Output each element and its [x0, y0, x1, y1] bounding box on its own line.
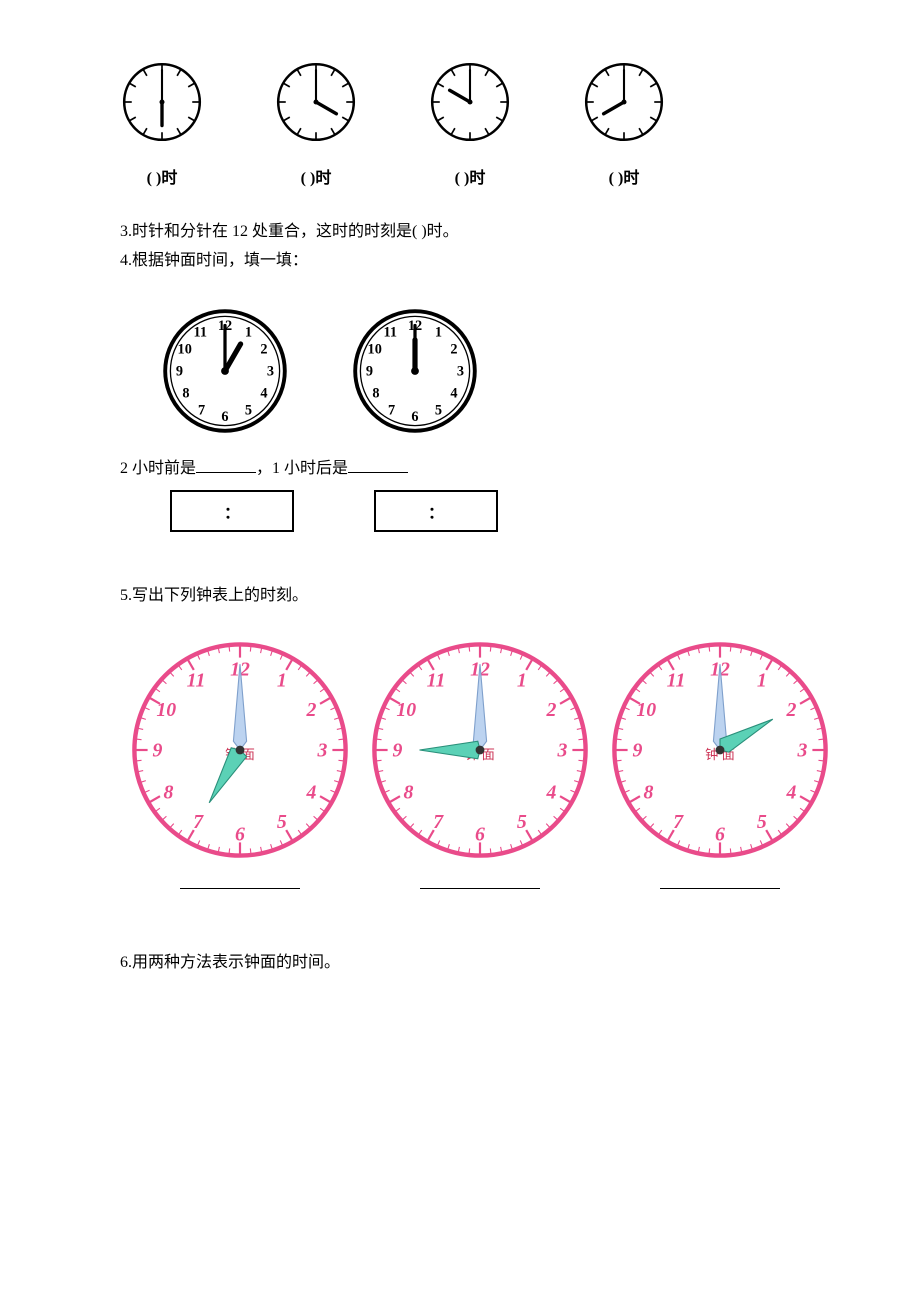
svg-text:4: 4	[306, 782, 317, 804]
top-clock-4: ( )时	[582, 60, 666, 188]
question-4: 4.根据钟面时间，填一填：	[120, 247, 820, 276]
svg-text:8: 8	[404, 782, 414, 804]
svg-text:7: 7	[198, 402, 205, 418]
blank-underline[interactable]	[196, 472, 256, 473]
svg-text:10: 10	[368, 341, 382, 357]
svg-text:2: 2	[260, 341, 267, 357]
svg-text:5: 5	[435, 402, 442, 418]
top-clock-1: ( )时	[120, 60, 204, 188]
svg-text:6: 6	[221, 409, 228, 425]
svg-text:6: 6	[715, 824, 725, 846]
answer-box[interactable]: ：	[374, 490, 498, 532]
numbered-clock-icon: 1212 345 678 91011	[350, 306, 480, 436]
svg-text:4: 4	[260, 385, 267, 401]
top-clock-2: ( )时	[274, 60, 358, 188]
answer-blank[interactable]	[180, 874, 300, 889]
svg-text:1: 1	[517, 670, 527, 692]
svg-text:6: 6	[475, 824, 485, 846]
svg-text:11: 11	[194, 324, 208, 340]
svg-text:1: 1	[757, 670, 767, 692]
svg-text:10: 10	[156, 699, 176, 721]
svg-text:5: 5	[517, 812, 527, 834]
svg-text:8: 8	[164, 782, 174, 804]
svg-text:9: 9	[633, 740, 643, 762]
svg-text:6: 6	[411, 409, 418, 425]
answer-blank[interactable]	[660, 874, 780, 889]
colon: ：	[428, 499, 444, 523]
blank-underline[interactable]	[348, 472, 408, 473]
svg-text:4: 4	[450, 385, 457, 401]
svg-text:8: 8	[372, 385, 379, 401]
svg-text:3: 3	[557, 740, 568, 762]
svg-text:7: 7	[193, 812, 204, 834]
q4-answer-boxes: ： ：	[170, 490, 820, 532]
q4-left-label: 2 小时前是	[120, 460, 196, 477]
svg-text:8: 8	[644, 782, 654, 804]
svg-text:7: 7	[433, 812, 444, 834]
color-clock-icon: 1212 345 678 91011 钟 面	[130, 640, 350, 860]
answer-box[interactable]: ：	[170, 490, 294, 532]
clock-icon	[274, 60, 358, 144]
clock-icon	[120, 60, 204, 144]
color-clock-icon: 1212 345 678 91011 钟 面	[370, 640, 590, 860]
q4-clocks-row: 1212 345 678 91011 1212 345 678 91011	[160, 306, 820, 436]
svg-text:2: 2	[546, 699, 557, 721]
svg-text:5: 5	[277, 812, 287, 834]
svg-text:11: 11	[427, 670, 446, 692]
svg-text:7: 7	[673, 812, 684, 834]
svg-text:5: 5	[757, 812, 767, 834]
svg-text:9: 9	[176, 363, 183, 379]
top-clocks-row: ( )时 ( )时	[120, 60, 820, 188]
clock-icon	[428, 60, 512, 144]
svg-text:1: 1	[277, 670, 287, 692]
q4-right-label: ，1 小时后是	[256, 460, 348, 477]
svg-text:2: 2	[306, 699, 317, 721]
svg-text:4: 4	[546, 782, 557, 804]
svg-text:9: 9	[393, 740, 403, 762]
svg-text:11: 11	[187, 670, 206, 692]
svg-text:11: 11	[667, 670, 686, 692]
svg-text:3: 3	[797, 740, 808, 762]
q5-clock-3: 1212 345 678 91011 钟 面	[610, 640, 830, 889]
svg-text:10: 10	[636, 699, 656, 721]
question-5: 5.写出下列钟表上的时刻。	[120, 582, 820, 611]
svg-text:3: 3	[267, 363, 274, 379]
svg-text:1: 1	[435, 324, 442, 340]
q5-clock-2: 1212 345 678 91011 钟 面	[370, 640, 590, 889]
answer-blank[interactable]	[420, 874, 540, 889]
svg-text:1: 1	[245, 324, 252, 340]
question-6: 6.用两种方法表示钟面的时间。	[120, 949, 820, 978]
svg-text:6: 6	[235, 824, 245, 846]
colon: ：	[224, 499, 240, 523]
top-clock-3: ( )时	[428, 60, 512, 188]
svg-text:7: 7	[388, 402, 395, 418]
svg-text:11: 11	[384, 324, 398, 340]
question-3: 3.时针和分针在 12 处重合，这时的时刻是( )时。	[120, 218, 820, 247]
clock-icon	[582, 60, 666, 144]
svg-text:8: 8	[182, 385, 189, 401]
svg-text:2: 2	[450, 341, 457, 357]
svg-text:3: 3	[317, 740, 328, 762]
clock-blank-label[interactable]: ( )时	[455, 164, 486, 188]
svg-text:9: 9	[366, 363, 373, 379]
svg-text:9: 9	[153, 740, 163, 762]
svg-text:3: 3	[457, 363, 464, 379]
clock-blank-label[interactable]: ( )时	[301, 164, 332, 188]
svg-text:5: 5	[245, 402, 252, 418]
svg-text:10: 10	[178, 341, 192, 357]
q5-clock-1: 1212 345 678 91011 钟 面	[130, 640, 350, 889]
q5-clocks-row: 1212 345 678 91011 钟 面 1212 345 678 9101…	[130, 640, 820, 889]
numbered-clock-icon: 1212 345 678 91011	[160, 306, 290, 436]
color-clock-icon: 1212 345 678 91011 钟 面	[610, 640, 830, 860]
svg-text:10: 10	[396, 699, 416, 721]
q4-labels: 2 小时前是 ，1 小时后是	[120, 454, 820, 478]
clock-blank-label[interactable]: ( )时	[147, 164, 178, 188]
clock-blank-label[interactable]: ( )时	[609, 164, 640, 188]
svg-text:4: 4	[786, 782, 797, 804]
svg-text:2: 2	[786, 699, 797, 721]
